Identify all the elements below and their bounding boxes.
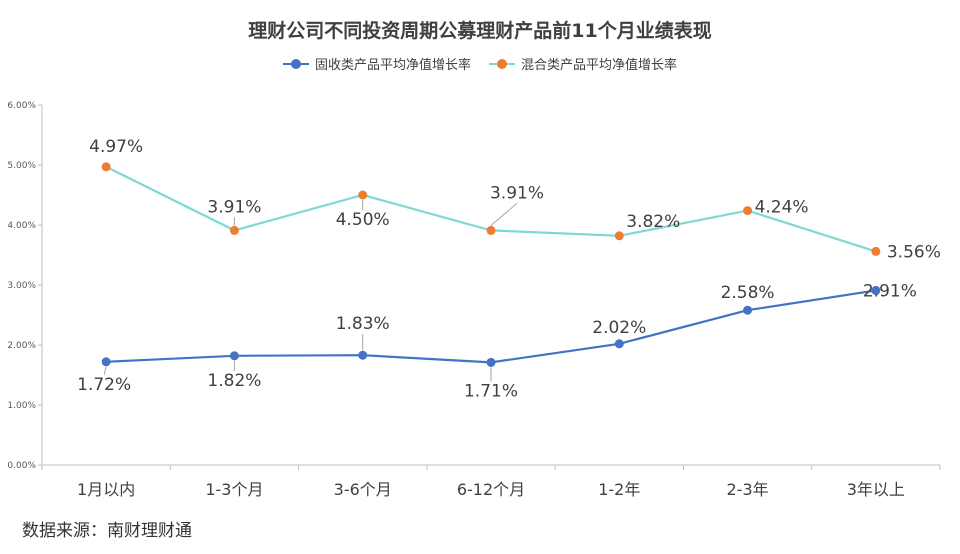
legend-swatch-hybrid [489, 58, 515, 70]
data-label: 1.71% [464, 381, 518, 401]
label-leader-line [490, 203, 518, 226]
y-tick-label: 1.00% [7, 401, 36, 411]
data-point-fixed-income [743, 305, 753, 315]
data-point-hybrid [486, 225, 496, 235]
legend-label-hybrid: 混合类产品平均净值增长率 [521, 58, 678, 73]
y-tick-label: 6.00% [7, 101, 36, 111]
x-tick-label: 6-12个月 [457, 480, 525, 499]
data-point-fixed-income [614, 339, 624, 349]
y-tick-label: 4.00% [7, 221, 36, 231]
data-point-fixed-income [229, 351, 239, 361]
data-label: 1.72% [77, 375, 131, 395]
legend-label-fixed-income: 固收类产品平均净值增长率 [314, 58, 471, 73]
legend-item-fixed-income: 固收类产品平均净值增长率 [282, 54, 471, 73]
legend-item-hybrid: 混合类产品平均净值增长率 [489, 54, 677, 73]
data-point-hybrid [743, 206, 753, 216]
x-tick-label: 1-2年 [598, 480, 640, 499]
data-point-fixed-income [871, 285, 881, 295]
x-tick-label: 1-3个月 [205, 480, 263, 499]
y-tick-label: 2.00% [7, 341, 36, 351]
data-point-hybrid [101, 162, 111, 172]
data-label: 2.02% [592, 318, 646, 338]
data-point-fixed-income [486, 357, 496, 367]
legend: 固收类产品平均净值增长率 混合类产品平均净值增长率 [0, 54, 960, 73]
data-label: 1.82% [207, 371, 261, 391]
legend-swatch-fixed-income [282, 58, 309, 70]
data-label: 1.83% [336, 314, 390, 334]
y-tick-label: 5.00% [7, 161, 36, 171]
x-tick-label: 1月以内 [77, 480, 135, 499]
data-point-hybrid [229, 225, 239, 235]
data-label: 3.82% [626, 212, 680, 232]
data-label: 4.97% [89, 137, 143, 157]
label-leader-line [103, 366, 107, 375]
data-label: 4.24% [755, 198, 809, 218]
data-point-fixed-income [358, 350, 368, 360]
y-tick-label: 3.00% [7, 281, 36, 291]
data-point-hybrid [358, 190, 368, 200]
data-label: 2.58% [721, 283, 775, 303]
chart-title: 理财公司不同投资周期公募理财产品前11个月业绩表现 [248, 20, 712, 42]
x-tick-label: 2-3年 [727, 480, 769, 499]
data-label: 4.50% [336, 210, 390, 230]
data-point-fixed-income [101, 357, 111, 367]
source-note: 数据来源：南财理财通 [22, 521, 192, 541]
x-tick-label: 3年以上 [847, 480, 905, 499]
data-label: 3.56% [887, 242, 941, 262]
data-point-hybrid [871, 246, 881, 256]
data-label: 3.91% [207, 197, 261, 217]
data-label: 2.91% [863, 281, 917, 301]
data-point-hybrid [614, 231, 624, 241]
y-tick-label: 0.00% [7, 461, 36, 471]
x-tick-label: 3-6个月 [334, 480, 392, 499]
data-label: 3.91% [490, 183, 544, 203]
